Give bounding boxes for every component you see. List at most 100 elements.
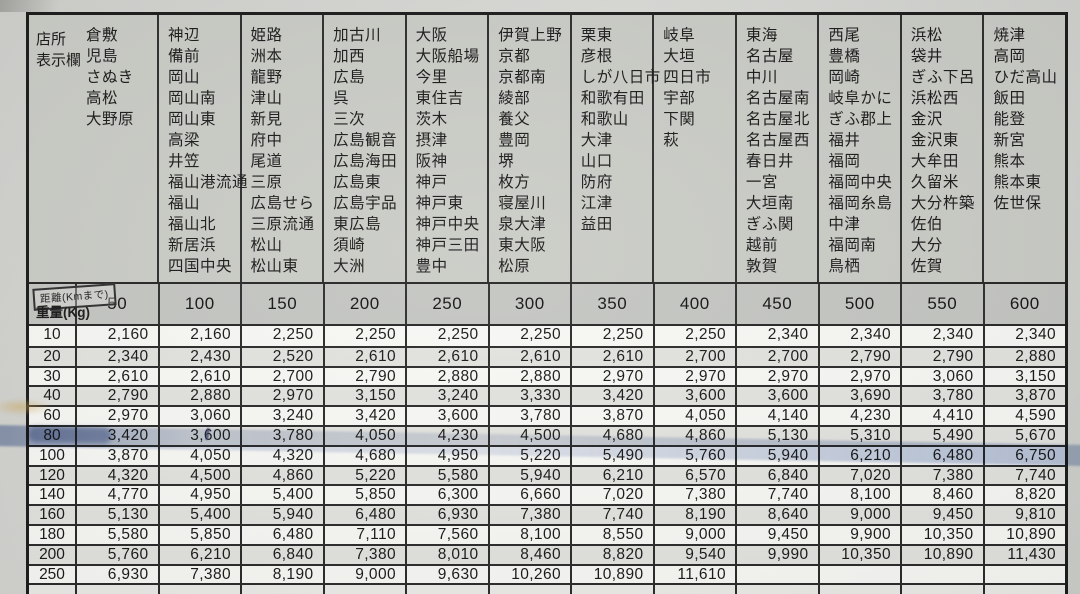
city-name: 豊中 — [415, 258, 448, 275]
city-name: 四日市 — [663, 69, 712, 86]
names-cell-300km: 伊賀上野 京都 京都南 綾部 養父 豊岡堺枚方 寝屋川 泉大津 東大阪 松原 — [487, 15, 570, 282]
distance-value: 450 — [735, 284, 818, 324]
city-name: 府中 — [250, 132, 283, 149]
city-name: 福岡南 — [828, 237, 877, 254]
rate-cell: 3,600 — [652, 387, 736, 406]
rate-cell: 3,240 — [240, 407, 323, 426]
rate-cell: 2,790 — [900, 347, 983, 366]
city-name: 焼津 — [993, 27, 1026, 44]
distance-value: 100 — [157, 284, 241, 324]
city-name: 綾部 — [498, 90, 531, 107]
weight-value: 80 — [43, 426, 61, 444]
city-name: 名古屋 — [745, 48, 794, 65]
city-list-450km: 東海 名古屋 中川 名古屋南 名古屋北 名古屋西 春日井 一宮 大垣南 ぎふ関 越前 敦賀 — [746, 25, 810, 277]
rate-cell: 6,210 — [570, 466, 653, 485]
rate-cell: 7,380 — [157, 565, 241, 584]
rate-cell: 8,460 — [487, 545, 571, 564]
city-name: 久留米 — [910, 174, 959, 191]
city-name: 大津 — [580, 132, 613, 149]
city-name: 鳥栖 — [828, 258, 861, 275]
names-cell-450km: 東海 名古屋 中川 名古屋南 名古屋北 名古屋西 春日井 一宮 大垣南 ぎふ関 越前 敦賀 — [734, 15, 818, 282]
names-cell-600km: 焼津 高岡 ひだ高山 飯田 能登 新宮 熊本 熊本東 佐世保 — [982, 15, 1065, 282]
city-name: 岡崎 — [828, 69, 861, 86]
weight-value: 20 — [43, 347, 61, 365]
rate-cell: 7,560 — [405, 525, 488, 544]
city-name: 佐賀 — [910, 258, 943, 275]
rate-cell: 4,860 — [652, 426, 736, 445]
rate-cell — [982, 565, 1066, 584]
rate-cell: 10,260 — [487, 565, 571, 584]
names-cell-250km: 大阪 大阪船場 今里 東住吉 茨木 摂津 阪神 神戸 神戸東 神戸中央 神戸三田 豊中 — [404, 15, 488, 282]
city-name: 高梁 — [168, 132, 201, 149]
city-name: 岐阜 — [663, 27, 696, 44]
city-name: 飯田 — [993, 90, 1026, 107]
city-name: 萩 — [663, 132, 680, 149]
rate-cell: 3,870 — [982, 387, 1066, 406]
rate-cell: 5,940 — [735, 446, 818, 465]
rate-cell: 10,350 — [900, 525, 983, 544]
rate-cell: 2,610 — [487, 347, 571, 366]
city-name: 尾道 — [250, 153, 283, 170]
rate-cell: 3,240 — [405, 387, 488, 406]
city-name: 岡山南 — [168, 90, 217, 107]
rate-cell: 11,610 — [652, 565, 736, 584]
names-cell-200km: 加古川 加西 広島呉三次 広島観音 広島海田 広島東 広島宇品 東広島 須崎 大洲 — [322, 15, 405, 282]
distance-value: 400 — [652, 284, 736, 324]
rate-cell: 7,380 — [322, 545, 406, 564]
city-name: 神戸三田 — [415, 237, 480, 254]
distance-value: 600 — [982, 284, 1066, 324]
city-name: 摂津 — [415, 132, 448, 149]
city-name: 福岡 — [828, 153, 861, 170]
rate-cell: 7,020 — [570, 486, 653, 505]
rate-cell: 6,480 — [900, 446, 983, 465]
rate-cell: 3,330 — [487, 387, 571, 406]
rate-cell: 6,480 — [240, 525, 323, 544]
rate-cell: 2,880 — [157, 387, 241, 406]
city-list-350km: 栗東 彦根 しが八日市 和歌有田 和歌山 大津 山口 防府 江津 益田 — [581, 25, 661, 235]
rate-cell: 4,050 — [652, 407, 736, 426]
city-name: 広島せら — [250, 195, 315, 212]
weight-value — [29, 585, 75, 594]
rate-cell: 4,680 — [322, 446, 406, 465]
city-name: 京都南 — [498, 69, 547, 86]
names-cell-500km: 西尾 豊橋 岡崎 岐阜かに ぎふ郡上 福井 福岡 福岡中央 福岡糸島 中津 福岡南 鳥栖 — [817, 15, 900, 282]
rate-cell — [817, 585, 901, 594]
distance-value: 550 — [900, 284, 983, 324]
city-name: 四国中央 — [168, 258, 233, 275]
rate-cell: 2,880 — [487, 367, 571, 386]
rate-cell: 4,320 — [240, 446, 323, 465]
rate-cell: 7,020 — [817, 466, 901, 485]
city-name: 養父 — [498, 111, 531, 128]
rate-cell: 3,060 — [157, 407, 241, 426]
rate-cell: 6,660 — [487, 486, 571, 505]
city-name: 下関 — [663, 111, 696, 128]
city-name: 大野原 — [86, 111, 135, 128]
city-name: 佐世保 — [993, 195, 1042, 212]
city-name: 岡山 — [168, 69, 201, 86]
city-name: 枚方 — [498, 174, 531, 191]
rate-cell: 5,490 — [900, 426, 983, 445]
city-name: 泉大津 — [498, 216, 547, 233]
table-row-100kg: 100 3,870 4,050 4,320 4,680 4,950 5,220 5,490 5,… — [29, 444, 1065, 465]
rate-cell: 4,860 — [240, 466, 323, 485]
city-name: 中津 — [828, 216, 861, 233]
city-name: 山口 — [580, 153, 613, 170]
rate-cell: 7,380 — [900, 466, 983, 485]
rate-cell: 3,600 — [735, 387, 818, 406]
rate-cell: 5,760 — [652, 446, 736, 465]
table-row-120kg: 120 4,320 4,500 4,860 5,220 5,580 5,940 6,210 6,… — [29, 464, 1065, 485]
weight-value: 180 — [39, 525, 65, 543]
rate-cell: 9,990 — [735, 545, 818, 564]
corner-label: 店所 表示欄 — [36, 29, 81, 71]
table-row-clipped — [29, 583, 1065, 594]
distance-value: 300 — [487, 284, 571, 324]
city-name: 中川 — [745, 69, 778, 86]
table-row-180kg: 180 5,580 5,850 6,480 7,110 7,560 8,100 8,550 9,… — [29, 523, 1065, 544]
names-cell-first: 店所 表示欄 倉敷 児島 さぬき 高松 大野原 — [29, 15, 157, 282]
city-name: 豊橋 — [828, 48, 861, 65]
rate-cell: 6,570 — [652, 466, 736, 485]
table-row-250kg: 250 6,930 7,380 8,190 9,000 9,630 10,260 10,890… — [29, 563, 1066, 584]
city-name: 越前 — [745, 237, 778, 254]
rate-cell: 3,420 — [75, 426, 158, 445]
rate-cell: 4,500 — [487, 426, 571, 445]
